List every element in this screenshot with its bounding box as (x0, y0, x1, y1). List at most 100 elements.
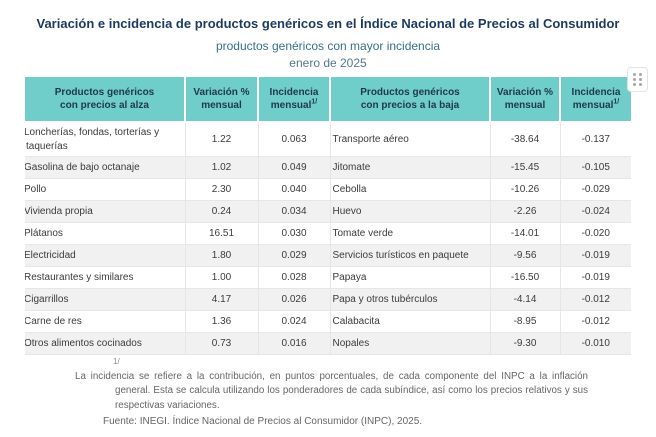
variation-down-cell: -8.95 (489, 310, 560, 334)
variation-down-cell: -14.01 (489, 222, 560, 246)
header-line: Incidencia (269, 86, 319, 98)
incidence-down-cell: -0.012 (559, 288, 631, 312)
variation-down-cell: -16.50 (489, 266, 560, 290)
col-header-products-up: Productos genéricos con precios al alza (25, 77, 185, 124)
table-row: Cigarrillos 4.17 0.026 Papa y otros tubércu… (25, 288, 631, 312)
incidence-down-cell: -0.019 (559, 266, 631, 290)
col-header-incidence-down: Incidencia mensual1/ (559, 77, 631, 124)
product-down-cell: Transporte aéreo (329, 122, 490, 158)
header-line-text: mensual (572, 100, 614, 112)
variation-down-cell: -4.14 (489, 288, 560, 312)
col-header-products-down: Productos genéricos con precios a la baj… (329, 77, 490, 124)
product-up-cell: Vivienda propia (25, 200, 185, 224)
incidence-table: Productos genéricos con precios al alza … (25, 77, 631, 356)
drag-handle-icon[interactable] (627, 67, 648, 92)
incidence-up-cell: 0.028 (257, 266, 330, 290)
subtitle: productos genéricos con mayor incidencia (215, 39, 441, 54)
incidence-up-cell: 0.026 (257, 288, 330, 312)
header-line: con precios a la baja (360, 100, 460, 112)
header-line: Variación % (496, 86, 554, 98)
product-up-cell: Pollo (25, 178, 185, 202)
product-up-cell: Gasolina de bajo octanaje (25, 156, 185, 180)
variation-down-cell: -9.30 (489, 332, 560, 356)
incidence-down-cell: -0.012 (559, 310, 631, 334)
product-up-cell: Loncherías, fondas, torterías y taquería… (25, 122, 185, 158)
col-header-variation-down: Variación % mensual (489, 77, 560, 124)
product-down-cell: Calabacita (329, 310, 490, 334)
table-row: Pollo 2.30 0.040 Cebolla -10.26 -0.029 (25, 178, 631, 202)
incidence-down-cell: -0.024 (559, 200, 631, 224)
table-row: Gasolina de bajo octanaje 1.02 0.049 Jitoma… (25, 156, 631, 180)
variation-up-cell: 16.51 (184, 222, 258, 246)
product-down-cell: Cebolla (329, 178, 490, 202)
incidence-up-cell: 0.049 (257, 156, 330, 180)
header-line: mensual1/ (261, 99, 327, 113)
incidence-down-cell: -0.019 (559, 244, 631, 268)
variation-up-cell: 1.22 (184, 122, 258, 158)
period-label: enero de 2025 (289, 56, 367, 71)
header-line: Incidencia (571, 86, 621, 98)
table-row: Restaurantes y similares 1.00 0.028 Papaya -… (25, 266, 631, 290)
table-row: Loncherías, fondas, torterías y taquería… (25, 122, 631, 158)
incidence-up-cell: 0.063 (257, 122, 330, 158)
incidence-up-cell: 0.030 (257, 222, 330, 246)
variation-down-cell: -10.26 (489, 178, 560, 202)
product-up-cell: Restaurantes y similares (25, 266, 185, 290)
product-up-cell: Carne de res (25, 310, 185, 334)
incidence-down-cell: -0.029 (559, 178, 631, 202)
variation-up-cell: 0.73 (184, 332, 258, 356)
header-line: mensual (504, 100, 546, 112)
footnote-mark-superscript: 1/ (613, 98, 620, 106)
header-line: Productos genéricos (360, 86, 460, 98)
variation-up-cell: 1.02 (184, 156, 258, 180)
variation-down-cell: -15.45 (489, 156, 560, 180)
variation-down-cell: -9.56 (489, 244, 560, 268)
product-down-cell: Nopales (329, 332, 490, 356)
incidence-down-cell: -0.105 (559, 156, 631, 180)
product-up-cell: Otros alimentos cocinados (25, 332, 185, 356)
incidence-down-cell: -0.137 (559, 122, 631, 158)
col-header-variation-up: Variación % mensual (184, 77, 258, 124)
product-down-cell: Papaya (329, 266, 490, 290)
header-line: con precios al alza (60, 100, 149, 112)
col-header-incidence-up: Incidencia mensual1/ (257, 77, 330, 124)
product-down-cell: Servicios turísticos en paquete (329, 244, 490, 268)
variation-up-cell: 4.17 (184, 288, 258, 312)
header-line: mensual (201, 100, 242, 112)
incidence-up-cell: 0.034 (257, 200, 330, 224)
table-row: Carne de res 1.36 0.024 Calabacita -8.95 -0.0… (25, 310, 631, 334)
footnote-mark-superscript: 1/ (311, 98, 318, 106)
table-row: Electricidad 1.80 0.029 Servicios turístico… (25, 244, 631, 268)
variation-down-cell: -38.64 (489, 122, 560, 158)
header-line: Variación % (193, 86, 250, 98)
footnote-note: La incidencia se refiere a la contribuci… (75, 371, 588, 411)
product-down-cell: Tomate verde (329, 222, 490, 246)
product-up-cell: Plátanos (25, 222, 185, 246)
footnote-mark: 1/ (113, 357, 120, 367)
variation-up-cell: 1.00 (184, 266, 258, 290)
product-up-cell: Electricidad (25, 244, 185, 268)
variation-down-cell: -2.26 (489, 200, 560, 224)
product-down-cell: Jitomate (329, 156, 490, 180)
variation-up-cell: 0.24 (184, 200, 258, 224)
incidence-down-cell: -0.010 (559, 332, 631, 356)
product-up-cell: Cigarrillos (25, 288, 185, 312)
header-line-text: mensual (270, 100, 312, 112)
header-line: mensual1/ (563, 99, 629, 113)
incidence-up-cell: 0.029 (257, 244, 330, 268)
table-row: Plátanos 16.51 0.030 Tomate verde -14.01 -0.0… (25, 222, 631, 246)
page-title: Variación e incidencia de productos gené… (36, 16, 620, 31)
incidence-up-cell: 0.024 (257, 310, 330, 334)
variation-up-cell: 1.36 (184, 310, 258, 334)
incidence-down-cell: -0.020 (559, 222, 631, 246)
source-line: Fuente: INEGI. Índice Nacional de Precio… (103, 415, 423, 427)
table-header-row: Productos genéricos con precios al alza … (25, 77, 631, 124)
table-row: Vivienda propia 0.24 0.034 Huevo -2.26 -0.024 (25, 200, 631, 224)
variation-up-cell: 2.30 (184, 178, 258, 202)
table-body: Loncherías, fondas, torterías y taquería… (25, 122, 631, 356)
variation-up-cell: 1.80 (184, 244, 258, 268)
incidence-up-cell: 0.016 (257, 332, 330, 356)
product-down-cell: Papa y otros tubérculos (329, 288, 490, 312)
table-row: Otros alimentos cocinados 0.73 0.016 Nopale… (25, 332, 631, 356)
